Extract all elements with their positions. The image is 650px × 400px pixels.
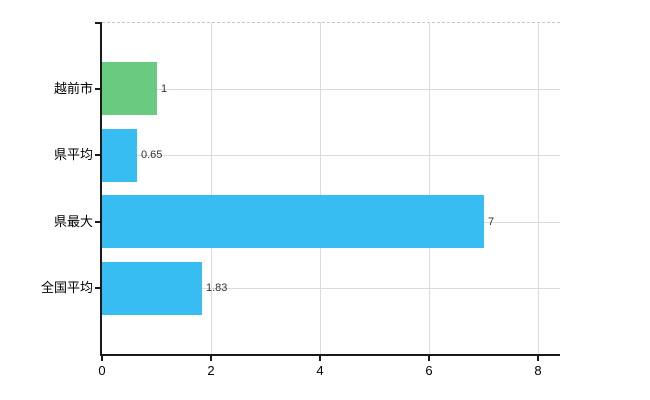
vertical-gridline	[538, 22, 540, 355]
y-axis-line	[100, 22, 102, 356]
vertical-gridline	[211, 22, 213, 355]
plot-top-border	[102, 22, 560, 23]
y-axis-tick	[95, 154, 100, 156]
category-label: 県最大	[53, 214, 93, 229]
bar	[102, 195, 484, 248]
vertical-gridline	[320, 22, 322, 355]
x-tick-label: 8	[534, 363, 542, 378]
value-label: 1	[161, 83, 168, 95]
x-tick-label: 2	[207, 363, 215, 378]
value-label: 7	[488, 216, 495, 228]
x-axis-tick	[210, 356, 212, 361]
y-axis-tick	[95, 287, 100, 289]
category-label: 県平均	[53, 147, 93, 162]
x-axis-tick	[319, 356, 321, 361]
vertical-gridline	[429, 22, 431, 355]
y-axis-tick	[95, 88, 100, 90]
horizontal-gridline	[102, 288, 560, 289]
x-tick-label: 0	[98, 363, 106, 378]
x-axis-tick	[428, 356, 430, 361]
category-label: 全国平均	[40, 280, 93, 295]
x-axis-line	[100, 354, 560, 356]
category-label: 越前市	[53, 81, 93, 96]
y-axis-top-tick	[95, 22, 100, 24]
x-axis-tick	[101, 356, 103, 361]
y-axis-tick	[95, 221, 100, 223]
horizontal-gridline	[102, 89, 560, 90]
x-tick-label: 4	[316, 363, 324, 378]
bar	[102, 262, 202, 315]
horizontal-gridline	[102, 155, 560, 156]
value-label: 0.65	[141, 149, 163, 161]
x-tick-label: 6	[425, 363, 433, 378]
bar	[102, 62, 157, 115]
value-label: 1.83	[206, 282, 228, 294]
x-axis-tick	[537, 356, 539, 361]
bar	[102, 129, 137, 182]
